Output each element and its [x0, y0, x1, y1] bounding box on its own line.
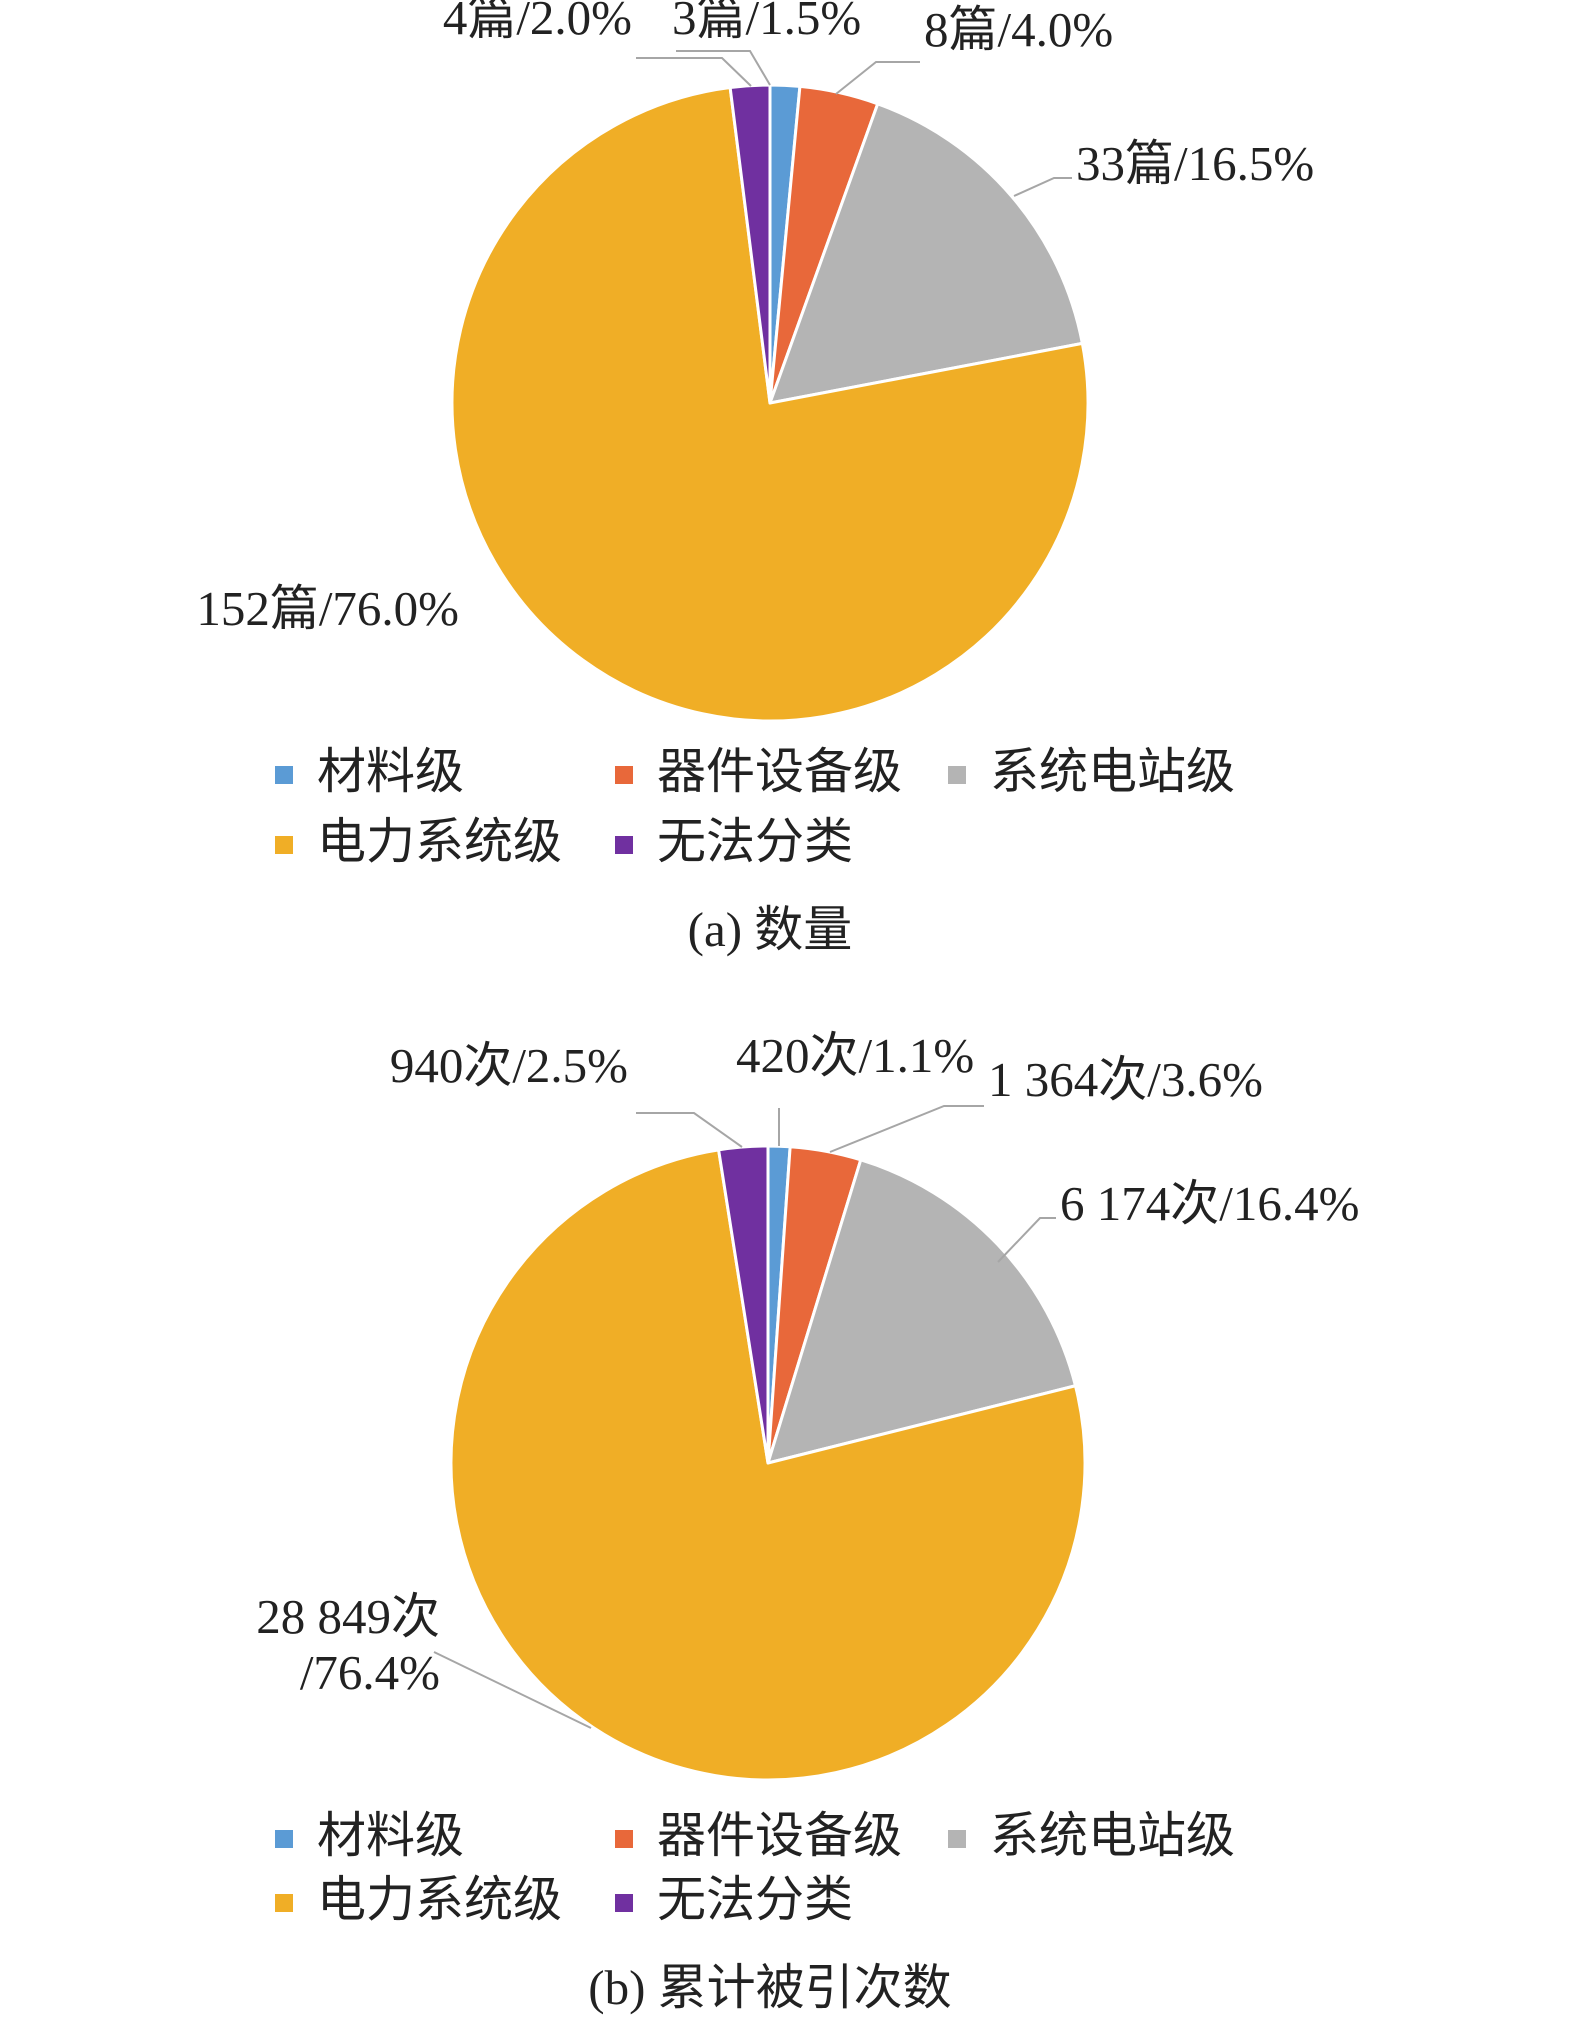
legend-item-material: 材料级	[275, 744, 464, 799]
legend-item-unclassified: 无法分类	[615, 814, 853, 869]
data-label-power-system: 152篇/76.0%	[196, 581, 459, 636]
legend-item-device: 器件设备级	[615, 744, 902, 799]
legend-swatch	[275, 836, 293, 854]
leader-line-unclassified	[636, 57, 752, 87]
data-labels: 420次/1.1% 1 364次/3.6% 6 174次/16.4% 28 849次/…	[256, 1028, 1359, 1700]
pie-chart-citations: 420次/1.1% 1 364次/3.6% 6 174次/16.4% 28 849次/…	[256, 1028, 1359, 2015]
legend-label: 材料级	[317, 744, 464, 799]
legend-swatch	[948, 1830, 966, 1848]
legend-label: 无法分类	[657, 814, 853, 869]
leader-lines	[433, 1105, 1056, 1729]
legend-label: 器件设备级	[657, 744, 902, 799]
leader-line-system-station	[997, 1217, 1056, 1263]
legend-swatch	[615, 836, 633, 854]
legend-swatch	[948, 766, 966, 784]
leader-line-unclassified	[636, 1112, 743, 1148]
legend-swatch	[615, 1894, 633, 1912]
data-label-system-station: 6 174次/16.4%	[1060, 1176, 1359, 1231]
data-label-device: 8篇/4.0%	[924, 2, 1113, 57]
slice-system-station	[768, 102, 1084, 405]
slice-system-station	[766, 1158, 1077, 1465]
data-label-device: 1 364次/3.6%	[988, 1052, 1263, 1107]
legend-swatch	[615, 766, 633, 784]
leader-line-device	[829, 1105, 984, 1153]
data-label-unclassified: 4篇/2.0%	[443, 0, 632, 45]
data-label-material: 420次/1.1%	[736, 1028, 974, 1083]
chart-caption: (b) 累计被引次数	[588, 1960, 951, 2015]
pie-chart-quantity: 3篇/1.5% 8篇/4.0% 33篇/16.5% 152篇/76.0% 4篇/2.0%…	[196, 0, 1314, 957]
legend-label: 电力系统级	[317, 1872, 562, 1927]
legend-item-unclassified: 无法分类	[615, 1872, 853, 1927]
legend-swatch	[275, 1894, 293, 1912]
legend-item-system-station: 系统电站级	[948, 1808, 1235, 1863]
legend-item-device: 器件设备级	[615, 1808, 902, 1863]
legend-item-system-station: 系统电站级	[948, 744, 1235, 799]
data-label-material: 3篇/1.5%	[672, 0, 861, 45]
leader-line-device	[835, 61, 920, 95]
pie-slices	[450, 83, 1090, 723]
data-label-unclassified: 940次/2.5%	[390, 1038, 628, 1093]
legend-label: 材料级	[317, 1808, 464, 1863]
leader-lines	[636, 50, 1072, 197]
data-label-system-station: 33篇/16.5%	[1076, 136, 1314, 191]
legend-swatch	[615, 1830, 633, 1848]
legend-label: 无法分类	[657, 1872, 853, 1927]
legend-label: 器件设备级	[657, 1808, 902, 1863]
legend-label: 系统电站级	[990, 744, 1235, 799]
pie-slices	[449, 1144, 1087, 1782]
legend-label: 电力系统级	[317, 814, 562, 869]
legend-item-material: 材料级	[275, 1808, 464, 1863]
leader-line-system-station	[1013, 177, 1072, 197]
legend-swatch	[275, 766, 293, 784]
leader-line-material	[676, 50, 771, 86]
legend-item-power-system: 电力系统级	[275, 1872, 562, 1927]
data-label-power-system: /76.4%	[300, 1645, 440, 1700]
legend-item-power-system: 电力系统级	[275, 814, 562, 869]
slice-power-system	[449, 1148, 1087, 1782]
legend-swatch	[275, 1830, 293, 1848]
data-label-power-system: 28 849次	[256, 1589, 440, 1644]
slice-unclassified	[717, 1144, 770, 1465]
legend-label: 系统电站级	[990, 1808, 1235, 1863]
data-labels: 3篇/1.5% 8篇/4.0% 33篇/16.5% 152篇/76.0% 4篇/2.0%	[196, 0, 1314, 636]
leader-line-power-system	[433, 1651, 592, 1729]
chart-caption: (a) 数量	[688, 902, 853, 957]
